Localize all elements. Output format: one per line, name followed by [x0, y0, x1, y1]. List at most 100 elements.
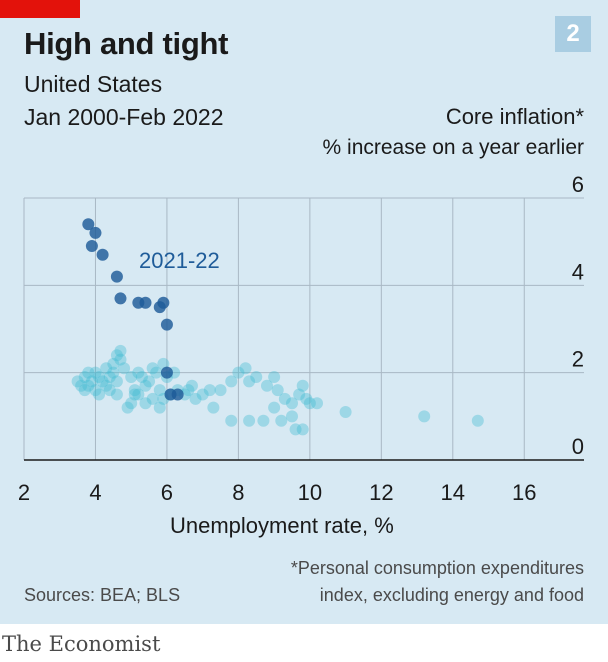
- x-tick-label-8: 8: [232, 480, 244, 505]
- point-2000-20-41: [207, 401, 220, 414]
- point-2000-20-48: [260, 379, 273, 392]
- point-2000-20-20: [128, 384, 141, 397]
- point-2000-20-1: [75, 379, 88, 392]
- point-2000-20-3: [82, 366, 95, 379]
- point-2000-20-51: [278, 392, 291, 405]
- point-2000-20-55: [300, 392, 313, 405]
- point-2000-20-54: [296, 379, 309, 392]
- y-tick-label-4: 4: [572, 259, 584, 284]
- x-tick-label-6: 6: [161, 480, 173, 505]
- point-2000-20-66: [339, 405, 352, 418]
- point-2000-20-5: [89, 366, 102, 379]
- point-2000-20-15: [107, 366, 120, 379]
- y-tick-label-2: 2: [572, 347, 584, 372]
- point-2000-20-77: [110, 388, 123, 401]
- point-2000-20-67: [418, 410, 431, 423]
- point-2021-22-0: [82, 218, 95, 231]
- point-2000-20-16: [103, 384, 116, 397]
- point-2000-20-49: [268, 371, 281, 384]
- point-2021-22-7: [139, 296, 152, 309]
- x-tick-label-14: 14: [441, 480, 465, 505]
- y-tick-label-0: 0: [572, 434, 584, 459]
- point-2000-20-33: [139, 397, 152, 410]
- point-2021-22-11: [160, 366, 173, 379]
- point-2000-20-62: [289, 423, 302, 436]
- point-2000-20-71: [182, 384, 195, 397]
- point-2000-20-46: [243, 375, 256, 388]
- point-2000-20-64: [303, 397, 316, 410]
- point-2000-20-22: [135, 371, 148, 384]
- point-2021-22-13: [171, 388, 184, 401]
- point-2000-20-32: [132, 388, 145, 401]
- point-2021-22-4: [110, 270, 123, 283]
- tick-labels: 2 4 6 8 10 12 14 16 0 2 4 6: [18, 172, 584, 505]
- point-2000-20-34: [146, 392, 159, 405]
- point-2000-20-79: [128, 388, 141, 401]
- y-axis-label: Core inflation*: [445, 104, 584, 129]
- point-2000-20-78: [78, 384, 91, 397]
- point-2000-20-8: [89, 384, 102, 397]
- point-2000-20-70: [189, 392, 202, 405]
- chart-title: High and tight: [24, 26, 229, 61]
- chart-subtitle: United States: [24, 71, 163, 97]
- chart-number-badge: 2: [555, 16, 591, 52]
- point-2000-20-59: [257, 414, 270, 427]
- footnote-line-2: index, excluding energy and food: [319, 585, 584, 605]
- chart-panel: [0, 0, 608, 624]
- point-2000-20-47: [250, 371, 263, 384]
- x-tick-label-16: 16: [512, 480, 536, 505]
- point-2000-20-26: [150, 366, 163, 379]
- point-2000-20-40: [196, 388, 209, 401]
- point-2000-20-13: [110, 349, 123, 362]
- footnote-line-1: *Personal consumption expenditures: [290, 558, 584, 578]
- point-2000-20-25: [146, 362, 159, 375]
- point-2021-22-1: [89, 226, 102, 239]
- point-2000-20-6: [93, 371, 106, 384]
- point-2000-20-69: [203, 384, 216, 397]
- point-2000-20-72: [100, 362, 113, 375]
- point-2000-20-31: [125, 397, 138, 410]
- point-2000-20-21: [132, 366, 145, 379]
- point-2000-20-4: [85, 375, 98, 388]
- point-2000-20-42: [214, 384, 227, 397]
- point-2000-20-9: [96, 375, 109, 388]
- point-2000-20-43: [225, 375, 238, 388]
- scatter-chart: 2 4 6 8 10 12 14 16 0 2 4 6 2021-22: [18, 172, 584, 505]
- point-2000-20-23: [139, 379, 152, 392]
- point-2000-20-44: [232, 366, 245, 379]
- point-2000-20-60: [243, 414, 256, 427]
- point-2000-20-17: [110, 375, 123, 388]
- point-2021-22-2: [85, 240, 98, 253]
- point-2000-20-12: [107, 357, 120, 370]
- point-2000-20-24: [143, 375, 156, 388]
- point-2000-20-7: [82, 379, 95, 392]
- point-2000-20-56: [286, 410, 298, 423]
- point-2000-20-53: [293, 388, 306, 401]
- point-2000-20-50: [271, 384, 284, 397]
- point-2021-22-3: [96, 248, 109, 261]
- point-2000-20-45: [239, 362, 252, 375]
- point-2000-20-35: [153, 401, 166, 414]
- x-tick-label-10: 10: [298, 480, 322, 505]
- chart-period: Jan 2000-Feb 2022: [24, 104, 224, 130]
- brand-red-tab: [0, 0, 80, 18]
- gridlines: [23, 197, 584, 461]
- point-2000-20-10: [100, 379, 113, 392]
- point-2000-20-0: [71, 375, 84, 388]
- point-2000-20-18: [118, 362, 131, 375]
- y-axis-unit: % increase on a year earlier: [322, 136, 584, 159]
- point-2000-20-73: [114, 344, 127, 357]
- x-tick-label-2: 2: [18, 480, 30, 505]
- point-2000-20-61: [225, 414, 238, 427]
- point-2000-20-74: [93, 388, 106, 401]
- point-2000-20-57: [275, 414, 288, 427]
- point-2021-22-10: [160, 318, 173, 331]
- point-2000-20-19: [125, 371, 138, 384]
- point-2000-20-2: [78, 371, 91, 384]
- y-tick-label-6: 6: [572, 172, 584, 197]
- series-2021-22: [82, 218, 184, 401]
- x-tick-label-12: 12: [369, 480, 393, 505]
- annotation-2021-22: 2021-22: [139, 248, 220, 273]
- point-2000-20-52: [286, 397, 298, 410]
- point-2000-20-39: [185, 379, 198, 392]
